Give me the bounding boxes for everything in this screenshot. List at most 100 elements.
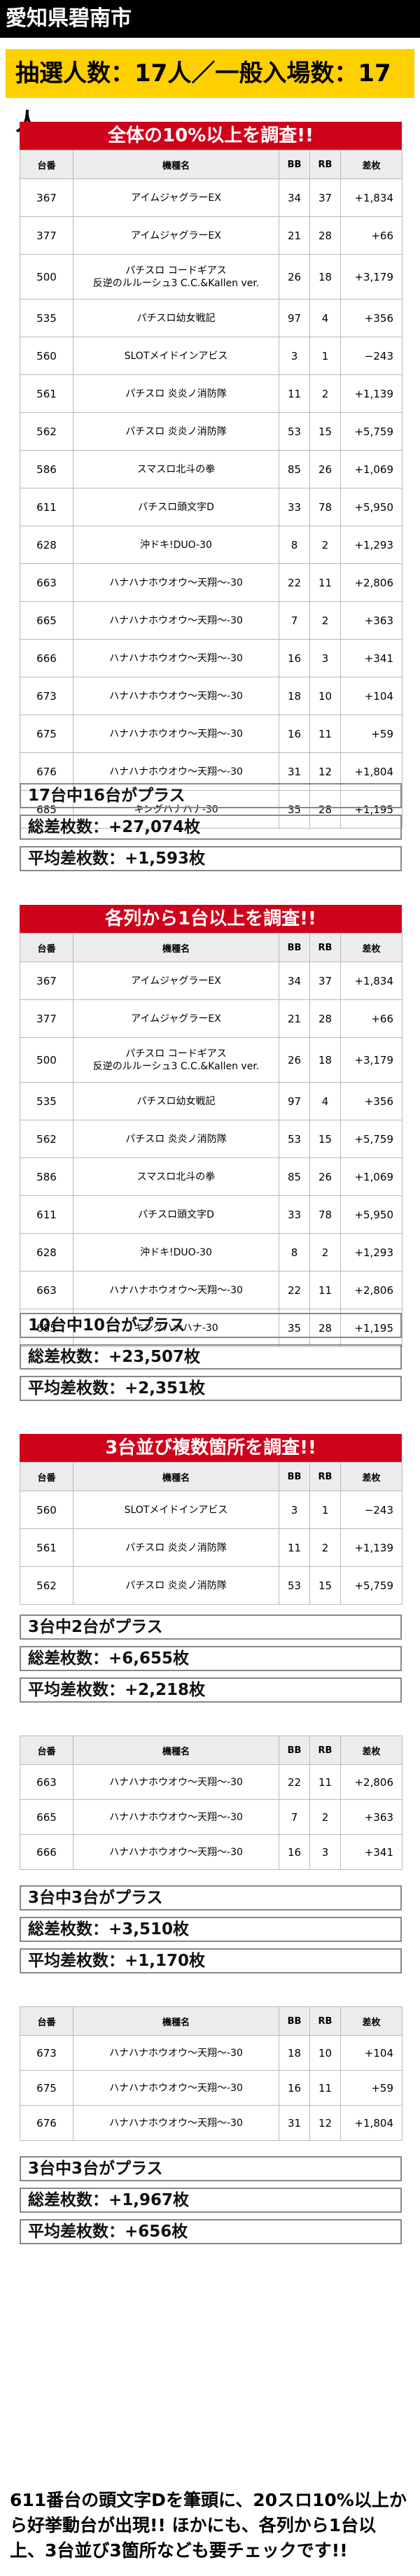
table-cell-machine: アイムジャグラーEX [73,962,279,1000]
table-cell-rb: 11 [309,2070,341,2106]
table-row: 663 ハナハナホウオウ〜天翔〜-30 22 11 +2,806 [20,1271,402,1309]
table-cell-diff: +5,759 [340,1566,402,1605]
table-cell-number: 377 [20,999,74,1038]
table-cell-bb: 97 [279,1082,310,1120]
table-row: 586 スマスロ北斗の拳 85 26 +1,069 [20,450,402,488]
table-cell-bb: 33 [279,488,310,526]
table-cell-machine: ハナハナホウオウ〜天翔〜-30 [73,2070,279,2106]
table-cell-diff: +2,806 [340,1271,402,1309]
column-header: 差枚 [340,1462,402,1491]
survey-section: 各列から1台以上を調査!! 台番 機種名 BB RB 差枚 367 アイムジャグラーEX 34 3… [20,905,402,1347]
table-cell-machine: キングハナハナ-30 [73,1309,279,1347]
table-cell-number: 377 [20,216,74,255]
table-cell-bb: 31 [279,2105,310,2141]
table-cell-number: 628 [20,1233,74,1272]
table-cell-diff: +341 [340,639,402,677]
table-cell-machine: アイムジャグラーEX [73,178,279,217]
column-header: RB [309,2006,341,2036]
table-cell-diff: +1,195 [340,790,402,829]
table-row: 367 アイムジャグラーEX 34 37 +1,834 [20,178,402,217]
table-cell-rb: 11 [309,1271,341,1309]
table-cell-rb: 15 [309,412,341,451]
table-cell-rb: 10 [309,2035,341,2071]
column-header: 機種名 [73,933,279,962]
total-diff-box: 総差枚数：+1,967枚 [20,2188,402,2213]
table-cell-machine: パチスロ 炎炎ノ消防隊 [73,1120,279,1158]
table-cell-number: 500 [20,254,74,300]
column-header: 台番 [20,933,74,962]
table-cell-bb: 8 [279,1233,310,1272]
table-cell-rb: 78 [309,488,341,526]
table-cell-bb: 7 [279,601,310,640]
table-cell-diff: +1,834 [340,178,402,217]
table-row: 377 アイムジャグラーEX 21 28 +66 [20,999,402,1038]
table-cell-number: 666 [20,639,74,677]
table-header-row: 台番 機種名 BB RB 差枚 [20,150,402,179]
table-row: 377 アイムジャグラーEX 21 28 +66 [20,216,402,255]
column-header: BB [279,933,310,962]
survey-section: 台番 機種名 BB RB 差枚 673 ハナハナホウオウ〜天翔〜-30 18 10 +104 675… [20,2006,402,2141]
table-cell-machine: パチスロ コードギアス 反逆のルルーシュ3 C.C.&Kallen ver. [73,1037,279,1083]
table-cell-diff: +66 [340,999,402,1038]
table-cell-machine: ハナハナホウオウ〜天翔〜-30 [73,1834,279,1870]
table-row: 628 沖ドキ!DUO-30 8 2 +1,293 [20,526,402,564]
column-header: 機種名 [73,1462,279,1491]
column-header: BB [279,1736,310,1765]
table-cell-rb: 2 [309,1528,341,1567]
table-header-row: 台番 機種名 BB RB 差枚 [20,2006,402,2036]
table-cell-machine: キングハナハナ-30 [73,790,279,829]
table-cell-machine: スマスロ北斗の拳 [73,1157,279,1196]
table-cell-bb: 33 [279,1195,310,1234]
table-cell-diff: +1,069 [340,450,402,488]
table-row: 611 パチスロ頭文字D 33 78 +5,950 [20,488,402,526]
table-row: 628 沖ドキ!DUO-30 8 2 +1,293 [20,1233,402,1272]
table-cell-machine: アイムジャグラーEX [73,999,279,1038]
survey-section: 全体の10%以上を調査!! 台番 機種名 BB RB 差枚 367 アイムジャグラーEX 34 3… [20,122,402,829]
table-cell-number: 562 [20,1120,74,1158]
table-cell-machine: SLOTメイドインアビス [73,337,279,375]
table-cell-diff: +66 [340,216,402,255]
table-cell-bb: 34 [279,962,310,1000]
table-cell-machine: パチスロ頭文字D [73,488,279,526]
table-cell-diff: +3,179 [340,254,402,300]
column-header: 差枚 [340,2006,402,2036]
table-cell-bb: 21 [279,216,310,255]
table-cell-rb: 78 [309,1195,341,1234]
table-cell-diff: +1,834 [340,962,402,1000]
table-cell-bb: 16 [279,1834,310,1870]
total-diff-box: 総差枚数：+23,507枚 [20,1344,402,1370]
column-header: 差枚 [340,933,402,962]
plus-count-box: 3台中3台がプラス [20,2156,402,2181]
machine-table: 台番 機種名 BB RB 差枚 367 アイムジャグラーEX 34 37 +1,834 377 アイム… [20,933,402,1347]
machine-table: 台番 機種名 BB RB 差枚 673 ハナハナホウオウ〜天翔〜-30 18 10 +104 675… [20,2006,402,2141]
table-cell-rb: 11 [309,715,341,753]
column-header: 機種名 [73,150,279,179]
table-cell-number: 663 [20,1271,74,1309]
table-row: 560 SLOTメイドインアビス 3 1 −243 [20,337,402,375]
table-row: 666 ハナハナホウオウ〜天翔〜-30 16 3 +341 [20,639,402,677]
table-cell-machine: パチスロ頭文字D [73,1195,279,1234]
table-cell-number: 586 [20,450,74,488]
table-cell-diff: +5,950 [340,1195,402,1234]
table-cell-rb: 1 [309,1491,341,1529]
table-cell-diff: +5,950 [340,488,402,526]
table-cell-machine: ハナハナホウオウ〜天翔〜-30 [73,2035,279,2071]
table-header-row: 台番 機種名 BB RB 差枚 [20,1736,402,1765]
plus-count-box: 3台中3台がプラス [20,1885,402,1910]
table-cell-bb: 22 [279,1764,310,1800]
table-cell-number: 560 [20,337,74,375]
table-cell-bb: 16 [279,639,310,677]
table-cell-number: 676 [20,2105,74,2141]
attendance-banner: 抽選人数：17人／一般入場数：17人 [6,49,414,136]
table-cell-rb: 2 [309,601,341,640]
table-cell-number: 611 [20,488,74,526]
table-cell-rb: 12 [309,2105,341,2141]
table-row: 663 ハナハナホウオウ〜天翔〜-30 22 11 +2,806 [20,1764,402,1800]
table-row: 562 パチスロ 炎炎ノ消防隊 53 15 +5,759 [20,1566,402,1605]
table-cell-number: 562 [20,412,74,451]
table-cell-number: 535 [20,1082,74,1120]
table-cell-bb: 3 [279,337,310,375]
column-header: 差枚 [340,1736,402,1765]
table-cell-diff: +1,139 [340,374,402,413]
table-cell-rb: 26 [309,1157,341,1196]
